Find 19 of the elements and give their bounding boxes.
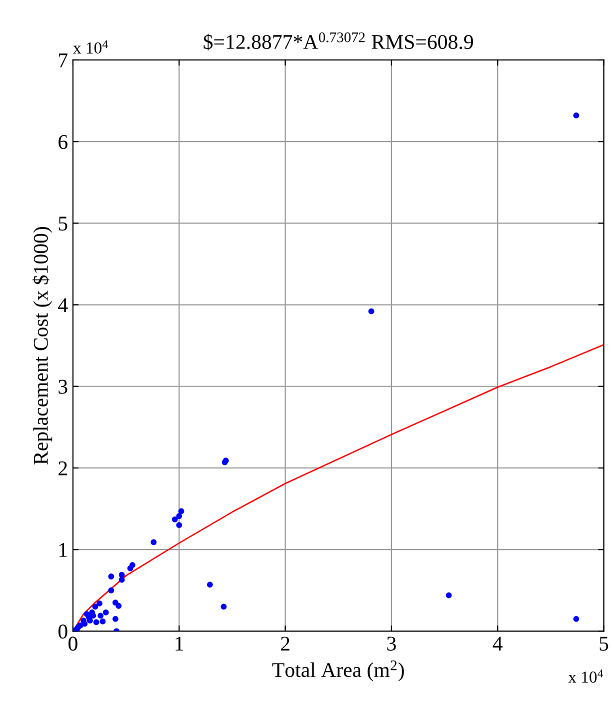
x-tick-label: 1 (176, 636, 184, 650)
x-tick-label: 3 (387, 636, 396, 651)
x-tick-label: 2 (280, 636, 290, 650)
x-axis-title: Total Area (m$^{2}$) (272, 660, 404, 682)
y-tick-label: 6 (58, 135, 68, 150)
x-tick-label: 4 (492, 636, 503, 650)
y-axis-title: Replacement Cost (x $1000) (32, 227, 52, 464)
x-tick-label: 5 (600, 636, 608, 651)
y-tick-label: 4 (58, 298, 68, 312)
y-tick-label: 3 (58, 380, 68, 394)
y-tick-label: 0 (58, 624, 68, 639)
chart-title: $=12.8877*A$^{0.73072}$ RMS=608.9 (204, 32, 473, 50)
y-tick-label: 5 (58, 216, 68, 231)
y-tick-label: 7 (59, 54, 68, 68)
text: x 10$^{4}$ (73, 40, 108, 54)
y-tick-label: 2 (58, 461, 67, 476)
x-tick-label: 0 (68, 636, 78, 651)
y-tick-label: 1 (60, 543, 67, 557)
text: x 10$^{4}$ (568, 670, 604, 683)
